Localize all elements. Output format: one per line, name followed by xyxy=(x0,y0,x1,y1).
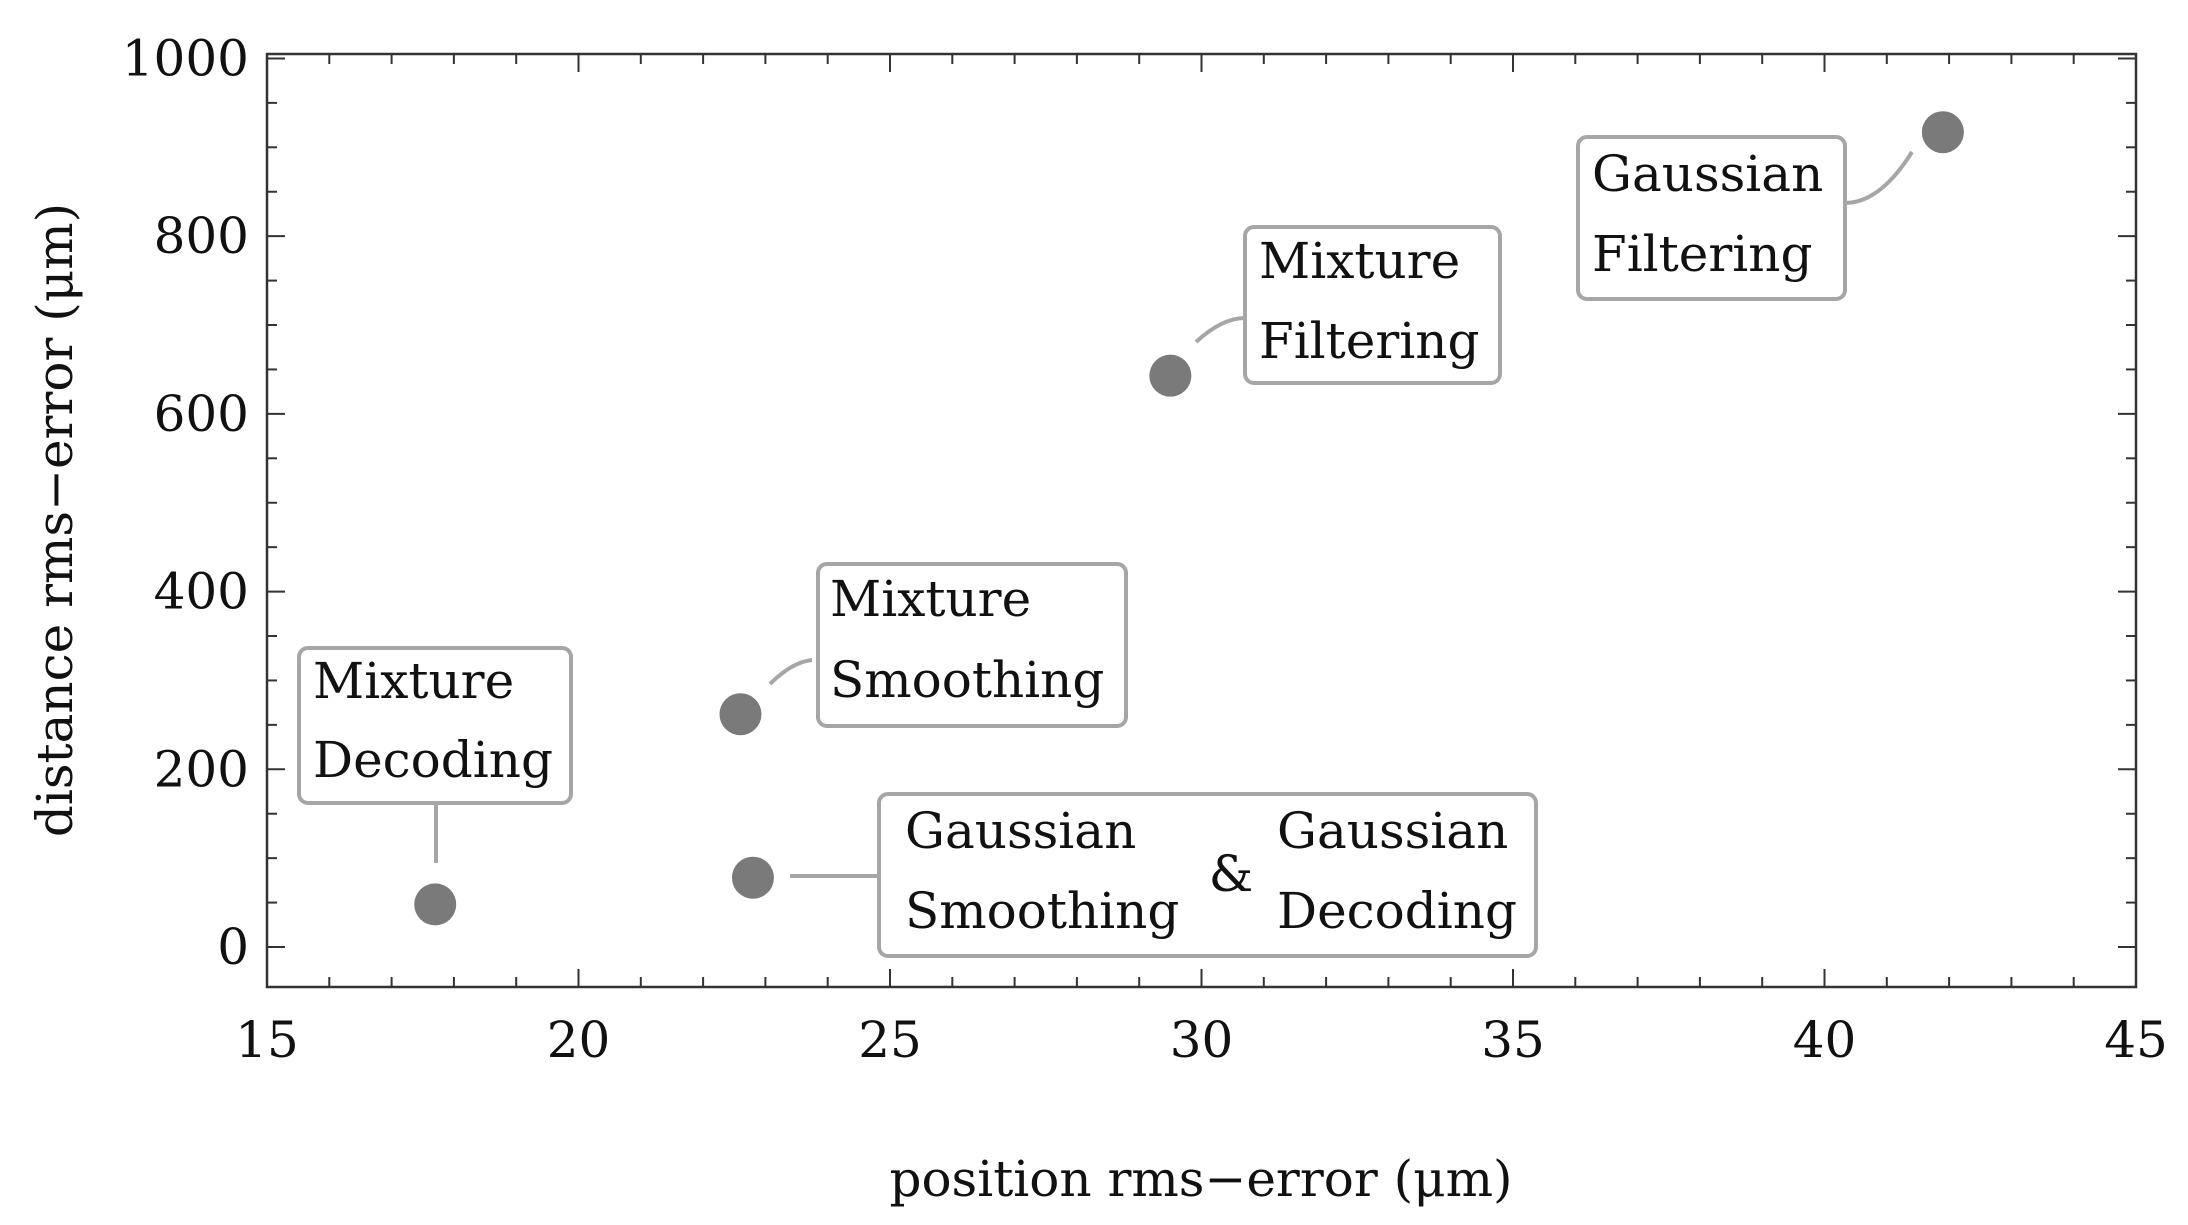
annotation-label-line: Mixture xyxy=(313,652,514,710)
y-tick-label: 200 xyxy=(154,740,249,798)
x-tick-label: 45 xyxy=(2104,1011,2168,1069)
data-point xyxy=(731,856,774,899)
point-annotation: Mixture Filtering xyxy=(1243,225,1502,385)
y-tick-label: 600 xyxy=(154,385,249,443)
x-tick-label: 30 xyxy=(1170,1011,1234,1069)
annotation-joiner: & xyxy=(1209,845,1254,903)
x-tick-label: 15 xyxy=(235,1011,299,1069)
data-points xyxy=(414,111,1964,926)
y-tick-label: 1000 xyxy=(122,29,249,87)
annotation-label-line: Mixture xyxy=(830,570,1031,628)
point-annotation: Gaussian Filtering xyxy=(1576,135,1847,301)
data-point xyxy=(1921,111,1964,154)
annotation-label-line: Smoothing xyxy=(830,651,1104,709)
annotation-label-line: Smoothing xyxy=(905,882,1179,940)
annotation-leader-line xyxy=(1194,316,1246,344)
tick-marks xyxy=(266,54,2137,987)
annotation-box xyxy=(1576,135,1847,301)
x-tick-label: 40 xyxy=(1793,1011,1857,1069)
data-point xyxy=(414,883,457,926)
annotation-leader-line xyxy=(768,658,813,686)
x-tick-label: 20 xyxy=(547,1011,611,1069)
y-axis-title: distance rms−error (μm) xyxy=(26,203,84,837)
annotation-label-line: Gaussian xyxy=(1592,145,1823,203)
annotation-label-line: Filtering xyxy=(1592,225,1812,283)
annotation-box xyxy=(297,646,573,805)
x-axis-title: position rms−error (μm) xyxy=(889,1150,1512,1208)
annotation-label-line: Filtering xyxy=(1259,312,1479,370)
y-tick-label: 0 xyxy=(217,918,249,976)
annotation-box xyxy=(877,792,1538,958)
point-annotation: Mixture Smoothing xyxy=(816,562,1128,728)
x-tick-label: 25 xyxy=(858,1011,922,1069)
annotation-label-line: Mixture xyxy=(1259,232,1460,290)
annotation-label-line: Gaussian xyxy=(905,802,1136,860)
data-point xyxy=(719,693,762,736)
annotations: Mixture Decoding Mixture Smoothing Gaussian S… xyxy=(297,135,1847,958)
y-tick-label: 400 xyxy=(154,563,249,621)
y-tick-labels: 0 200 400 600 800 1000 xyxy=(122,29,249,976)
x-tick-label: 35 xyxy=(1481,1011,1545,1069)
annotation-label-line: Decoding xyxy=(1277,882,1517,940)
annotation-label-line: Decoding xyxy=(313,731,553,789)
annotation-box xyxy=(816,562,1128,728)
annotation-box xyxy=(1243,225,1502,385)
x-tick-labels: 15 20 25 30 35 40 45 xyxy=(235,1011,2168,1069)
annotation-leader-line xyxy=(1844,150,1914,205)
data-point xyxy=(1149,354,1192,397)
y-tick-label: 800 xyxy=(154,207,249,265)
point-annotation: Mixture Decoding xyxy=(297,646,573,805)
annotation-leaders xyxy=(434,150,1914,878)
annotation-label-line: Gaussian xyxy=(1277,802,1508,860)
